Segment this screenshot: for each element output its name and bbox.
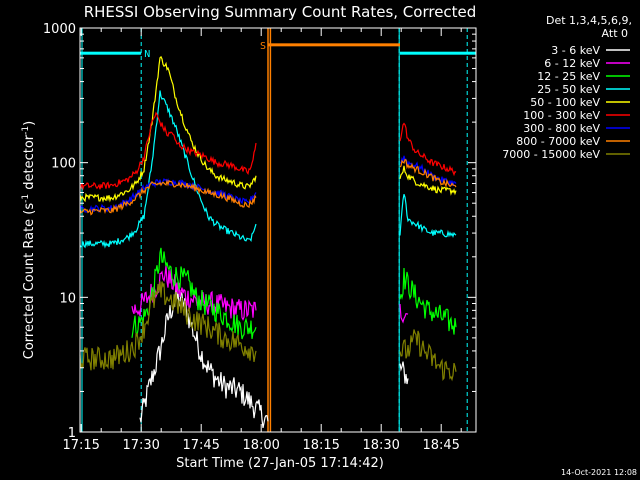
- legend-entry-label: 25 - 50 keV: [537, 83, 600, 96]
- y-axis-label-sup1: -1: [21, 194, 31, 203]
- legend-entry-label: 800 - 7000 keV: [516, 135, 600, 148]
- flag-label: N: [144, 49, 150, 60]
- series-line-post: [399, 165, 457, 196]
- series-line-post: [399, 329, 457, 382]
- series-line-post: [399, 194, 457, 239]
- flag-bar: [400, 51, 476, 55]
- series-line: [79, 178, 257, 216]
- legend-entry-label: 12 - 25 keV: [537, 70, 600, 83]
- series-line-post: [399, 158, 457, 188]
- series-line: [79, 90, 257, 249]
- x-tick-label: 18:00: [242, 438, 279, 453]
- series-line: [79, 111, 257, 191]
- x-tick-label: 17:15: [62, 438, 99, 453]
- axes: 1 10 100 1000 17:15 17:30 17:45 18:00 18:15 18:30…: [43, 22, 477, 453]
- y-axis-label-part3: ): [22, 121, 37, 126]
- series-line-post: [399, 361, 409, 385]
- series-line-post: [399, 122, 457, 177]
- legend-header-detectors: Det 1,3,4,5,6,9,: [546, 14, 632, 27]
- y-axis-label-part2: detector: [22, 134, 37, 194]
- flag-bar: [268, 43, 400, 47]
- y-axis-label-sup2: -1: [21, 126, 31, 135]
- legend-entry-label: 6 - 12 keV: [544, 57, 600, 70]
- y-tick-label: 100: [51, 157, 76, 172]
- legend-entry-label: 3 - 6 keV: [551, 44, 600, 57]
- series-line: [79, 178, 257, 214]
- series-line: [131, 265, 257, 321]
- y-axis-label: Corrected Count Rate (s-1 detector-1): [21, 121, 37, 359]
- y-tick-label: 1000: [43, 22, 76, 37]
- legend-entry-label: 300 - 800 keV: [523, 122, 600, 135]
- x-tick-label: 18:45: [422, 438, 459, 453]
- chart-title: RHESSI Observing Summary Count Rates, Co…: [84, 3, 477, 21]
- series-line-post: [399, 303, 409, 324]
- flag-bar: [80, 51, 142, 55]
- x-tick-label: 18:15: [302, 438, 339, 453]
- legend-header-attenuator: Att 0: [602, 27, 628, 40]
- x-axis-label: Start Time (27-Jan-05 17:14:42): [176, 456, 384, 471]
- series-line: [139, 285, 269, 429]
- series-line: [79, 55, 257, 203]
- plot-frame: [79, 27, 477, 433]
- x-tick-label: 17:30: [122, 438, 159, 453]
- legend-entry-label: 7000 - 15000 keV: [502, 148, 600, 161]
- x-tick-label: 17:45: [182, 438, 219, 453]
- series-line: [131, 247, 257, 340]
- flag-label: S: [260, 41, 266, 52]
- y-tick-label: 10: [59, 291, 76, 306]
- series-line-post: [399, 267, 457, 335]
- y-tick-label: 1: [68, 426, 76, 441]
- legend-entry-label: 100 - 300 keV: [523, 109, 600, 122]
- series-line: [79, 281, 257, 371]
- plot-area: NS: [79, 28, 476, 432]
- y-axis-label-part1: Corrected Count Rate (s: [22, 203, 37, 360]
- x-tick-label: 18:30: [362, 438, 399, 453]
- legend-entry-label: 50 - 100 keV: [530, 96, 600, 109]
- timestamp: 14-Oct-2021 12:08: [561, 468, 637, 477]
